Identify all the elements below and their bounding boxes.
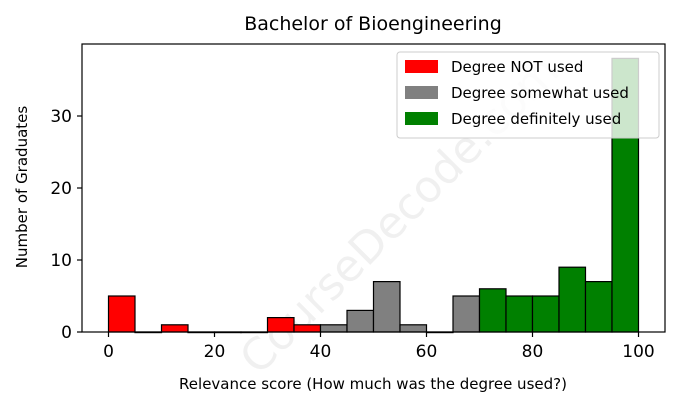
chart-title: Bachelor of Bioengineering [244,13,502,35]
legend-swatch [405,86,438,99]
legend-label: Degree NOT used [451,58,583,76]
bars-group [107,57,640,334]
x-tick-label: 40 [310,342,332,362]
bar-2-6 [452,295,481,333]
bar-3-5 [584,281,613,333]
bar-2-3 [372,281,401,333]
x-axis-label: Relevance score (How much was the degree… [179,375,567,393]
bar-3-1 [478,288,507,333]
x-ticks-group: 0 20 40 60 80 100 [103,332,655,362]
x-tick-label: 100 [622,342,654,362]
legend-label: Degree definitely used [451,110,621,128]
bar-3-2 [505,295,534,333]
y-tick-label: 30 [50,107,72,127]
bar-2-4 [399,324,428,333]
legend-swatch [405,112,438,125]
bar-1-7 [266,317,295,333]
legend: Degree NOT used Degree somewhat used Degre… [396,51,660,139]
axes-frame [81,43,666,333]
bar-3-4 [558,266,587,333]
legend-swatch [405,60,438,73]
x-tick-label: 0 [103,342,114,362]
x-tick-label: 80 [522,342,544,362]
bar-2-2 [346,309,375,333]
y-axis-label: Number of Graduates [13,106,31,269]
bar-2-1 [319,324,348,333]
y-tick-label: 20 [50,179,72,199]
bar-1-1 [107,295,136,333]
y-tick-label: 10 [50,251,72,271]
x-tick-label: 60 [416,342,438,362]
y-tick-label: 0 [61,323,72,343]
y-ticks-group: 0 10 20 30 [50,107,82,343]
legend-label: Degree somewhat used [451,84,629,102]
x-tick-label: 20 [204,342,226,362]
bar-3-3 [531,295,560,333]
bar-1-3 [160,324,189,333]
legend-box [396,51,660,139]
bar-1-8 [293,324,322,333]
